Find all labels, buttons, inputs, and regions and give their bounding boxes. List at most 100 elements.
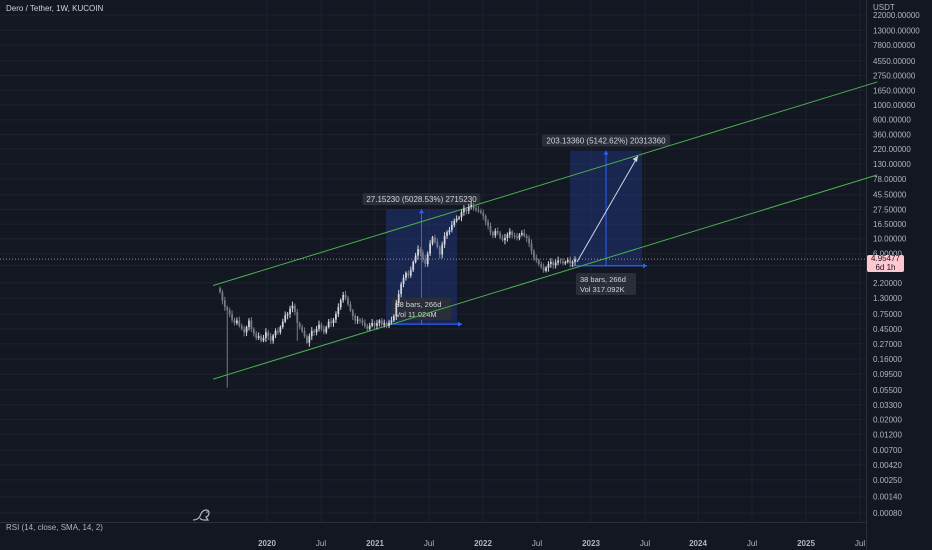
candle-body (477, 209, 480, 211)
price-range-arrowhead (643, 263, 647, 269)
candle-body (484, 215, 487, 222)
candle-body (419, 249, 422, 253)
candle-body (388, 322, 390, 326)
candle-body (250, 320, 253, 329)
candle-body (385, 323, 388, 326)
candle-body (458, 217, 460, 219)
candle-body (528, 238, 531, 244)
candle-body (366, 325, 369, 329)
candle-body (392, 316, 395, 321)
candle-body (231, 314, 233, 320)
candle-body (397, 293, 400, 303)
candle-body (219, 287, 221, 293)
candle-body (308, 336, 311, 343)
candle-body (226, 307, 229, 311)
candle-body (303, 330, 306, 337)
candle-body (315, 328, 318, 333)
x-tick-label: Jul (747, 539, 757, 548)
price-range-arrowhead-up (419, 209, 424, 214)
x-tick-label: Jul (640, 539, 650, 548)
y-tick-label: 0.09500 (873, 370, 902, 379)
projection-arrow (576, 155, 639, 263)
candle-body (332, 319, 335, 324)
candle-body (513, 235, 516, 237)
candle-body (291, 305, 294, 309)
candle-body (504, 237, 506, 241)
candle-body (330, 321, 332, 324)
channel-line-lower (213, 174, 878, 380)
currency-label: USDT (873, 3, 895, 12)
candle-body (414, 255, 417, 262)
candle-body (421, 252, 424, 259)
candle-body (557, 260, 559, 263)
y-tick-label: 0.03300 (873, 401, 902, 410)
candle-body (571, 261, 574, 264)
rsi-indicator-label[interactable]: RSI (14, close, SMA, 14, 2) (6, 523, 103, 532)
candle-body (487, 221, 489, 227)
candle-body (475, 208, 477, 210)
candle-body (378, 320, 381, 324)
candle-body (431, 237, 434, 244)
candle-body (494, 231, 497, 236)
candle-body (286, 314, 289, 316)
y-tick-label: 13000.00000 (873, 26, 920, 35)
tradingview-logo-icon[interactable] (192, 508, 212, 522)
candle-body (342, 294, 345, 301)
candle-body (277, 330, 279, 333)
candle-body (373, 323, 376, 326)
price-range-label-bg (542, 134, 670, 147)
candle-body (520, 232, 523, 235)
candle-body (310, 330, 313, 337)
candle-body (479, 210, 482, 213)
candle-body (545, 267, 547, 271)
y-tick-label: 2.20000 (873, 279, 902, 288)
candle-body (530, 243, 533, 252)
candle-body (284, 315, 287, 322)
x-tick-label: Jul (316, 539, 326, 548)
projection-arrowhead (632, 156, 638, 162)
x-tick-label: Jul (855, 539, 865, 548)
candle-body (491, 232, 494, 236)
price-range-volume: Vol 11.024M (396, 310, 437, 319)
y-tick-label: 130.00000 (873, 160, 911, 169)
candle-body (453, 220, 456, 226)
candle-body (390, 320, 393, 323)
y-tick-label: 78.00000 (873, 175, 907, 184)
price-range-label: 203.13360 (5142.62%) 20313360 (546, 137, 666, 146)
candle-body (465, 208, 468, 211)
candle-body (335, 314, 337, 320)
candle-body (281, 321, 284, 328)
y-tick-label: 2750.00000 (873, 71, 916, 80)
candle-body (424, 258, 427, 264)
price-range-bars: 38 bars, 266d (396, 300, 442, 309)
candle-body (402, 277, 405, 285)
candle-body (409, 270, 412, 276)
candle-body (293, 305, 296, 313)
y-tick-label: 1000.00000 (873, 101, 916, 110)
price-range-info-bg (576, 273, 636, 295)
candle-body (383, 323, 386, 325)
last-price-badge: 4.95477 6d 1h (867, 254, 904, 272)
candle-body (400, 284, 403, 294)
x-tick-label: 2022 (474, 539, 492, 548)
y-tick-label: 1.30000 (873, 294, 902, 303)
candle-body (298, 323, 301, 328)
candle-body (354, 316, 357, 321)
symbol-title[interactable]: Dero / Tether, 1W, KUCOIN (6, 4, 104, 13)
candle-body (318, 324, 320, 329)
y-tick-label: 0.02000 (873, 415, 902, 424)
candle-body (564, 261, 567, 264)
candle-body (347, 298, 349, 305)
y-tick-label: 0.05500 (873, 386, 902, 395)
candle-body (269, 336, 272, 341)
y-tick-label: 22000.00000 (873, 11, 920, 20)
candle-body (511, 231, 514, 236)
candle-body (301, 327, 304, 331)
y-tick-label: 0.45000 (873, 325, 902, 334)
candle-body (248, 320, 250, 328)
y-tick-label: 0.01200 (873, 430, 902, 439)
candle-body (322, 328, 325, 333)
candle-body (361, 320, 364, 324)
candle-body (289, 308, 291, 315)
